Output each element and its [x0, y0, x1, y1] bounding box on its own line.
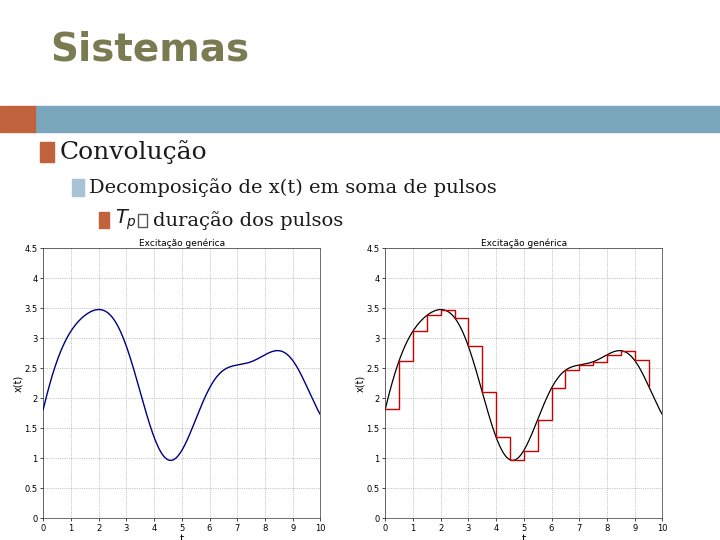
Bar	[40, 142, 54, 162]
Bar	[72, 179, 84, 197]
X-axis label: t: t	[521, 535, 526, 540]
Text: Decomposição de x(t) em soma de pulsos: Decomposição de x(t) em soma de pulsos	[89, 178, 497, 197]
Title: Excitação genérica: Excitação genérica	[139, 238, 225, 248]
Bar	[0, 106, 35, 132]
Text: Convolução: Convolução	[60, 140, 207, 164]
Text: duração dos pulsos: duração dos pulsos	[153, 211, 343, 229]
Bar	[138, 213, 147, 227]
Text: $T_p$: $T_p$	[115, 208, 137, 232]
Title: Excitação genérica: Excitação genérica	[481, 238, 567, 248]
Y-axis label: x(t): x(t)	[355, 375, 365, 392]
Text: Sistemas: Sistemas	[50, 30, 250, 68]
X-axis label: t: t	[179, 535, 184, 540]
Bar	[99, 212, 109, 228]
Y-axis label: x(t): x(t)	[13, 375, 23, 392]
